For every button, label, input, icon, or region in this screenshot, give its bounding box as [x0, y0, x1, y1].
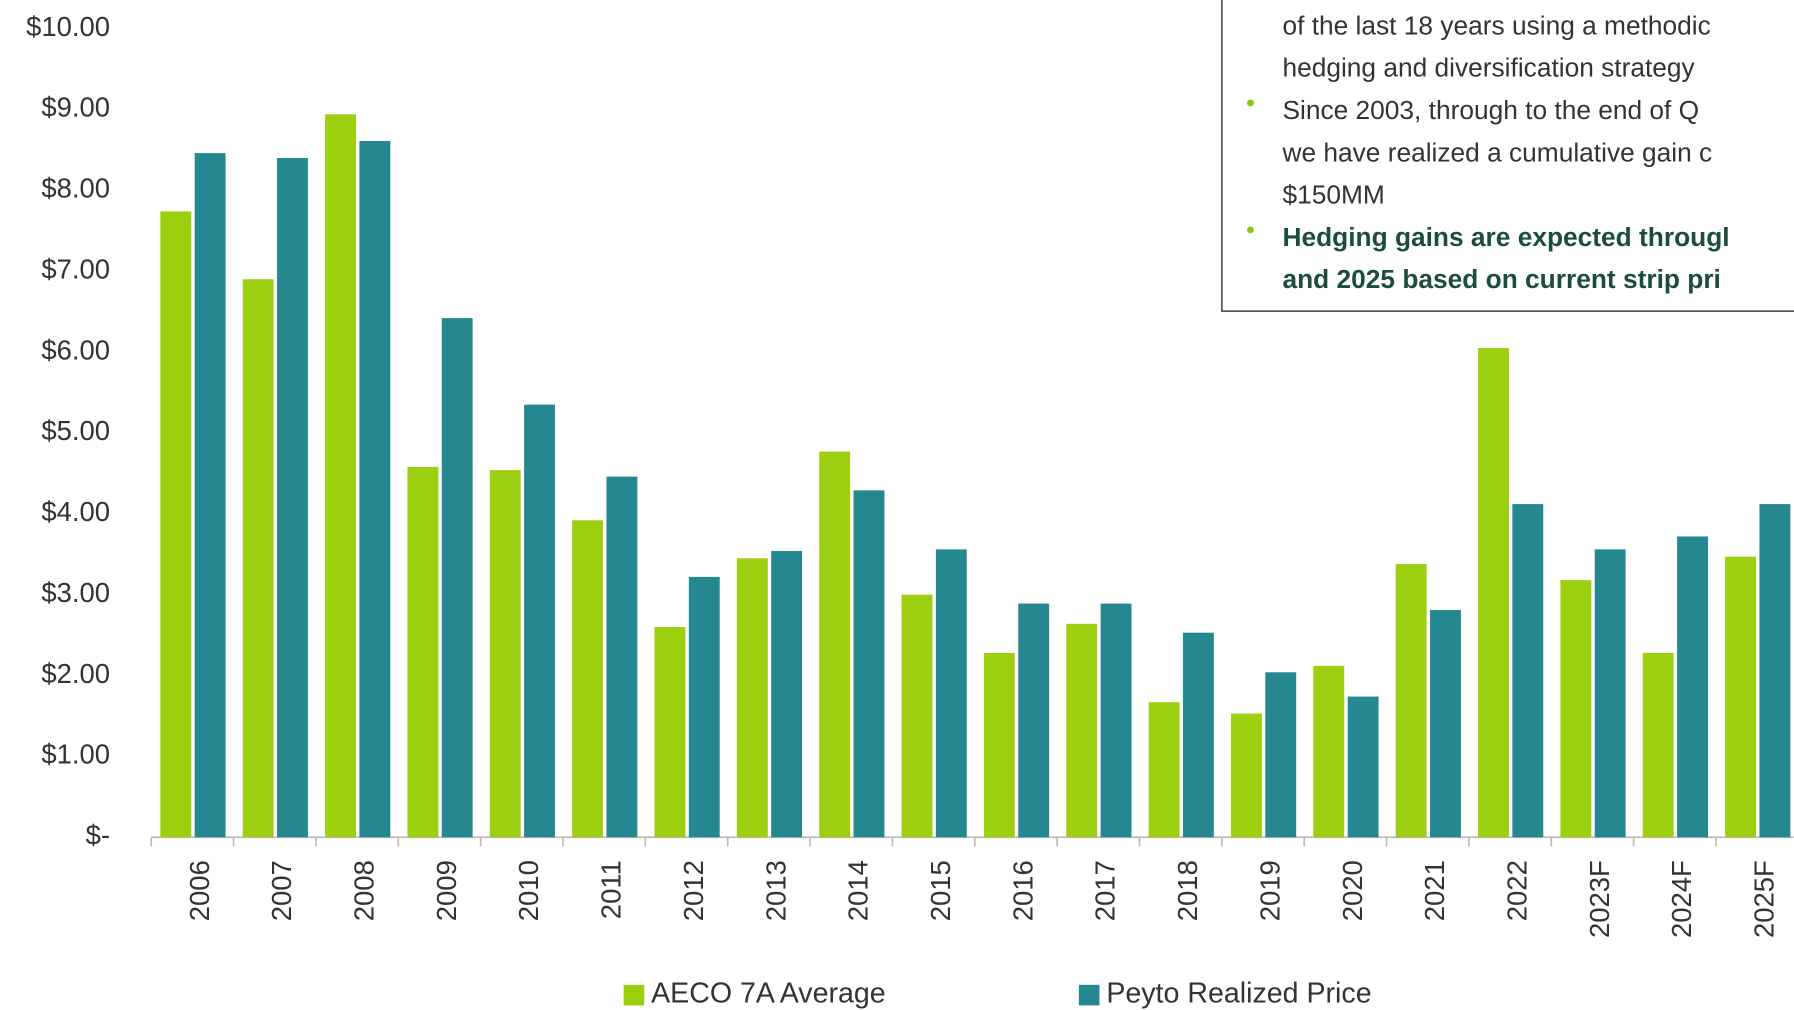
- bar: [1347, 696, 1379, 838]
- y-tick-label: $6.00: [41, 334, 110, 365]
- bar: [524, 404, 555, 838]
- bullet: [1247, 226, 1254, 234]
- bar: [819, 451, 851, 838]
- bar: [1512, 504, 1544, 838]
- bar: [901, 594, 933, 838]
- bar: [1148, 702, 1180, 838]
- y-tick-label: $-: [86, 820, 110, 851]
- bar: [1230, 713, 1262, 838]
- bar: [325, 114, 356, 838]
- bar: [1725, 556, 1757, 838]
- x-tick-label: 2006: [184, 860, 215, 921]
- bar: [1100, 603, 1132, 838]
- x-tick-label: 2019: [1254, 860, 1285, 921]
- x-tick-label: 2021: [1419, 860, 1450, 921]
- bar: [1265, 672, 1297, 838]
- y-tick-label: $5.00: [41, 415, 110, 446]
- annotation-text: we have realized a cumulative gain c: [1281, 137, 1712, 167]
- x-tick-label: 2009: [431, 860, 462, 921]
- bar: [1182, 632, 1214, 838]
- x-tick-label: 2011: [596, 860, 627, 919]
- annotation-text: hedging and diversification strategy: [1282, 53, 1695, 83]
- legend-label: Peyto Realized Price: [1106, 978, 1371, 1010]
- y-tick-label: $10.00: [26, 11, 110, 42]
- bar: [983, 652, 1015, 838]
- y-tick-label: $7.00: [41, 253, 110, 284]
- x-tick-label: 2024F: [1666, 860, 1697, 938]
- annotation-text: of the last 18 years using a methodic: [1282, 10, 1710, 40]
- bar: [1066, 623, 1098, 838]
- bar: [572, 520, 604, 838]
- legend-swatch: [623, 984, 645, 1006]
- bar: [654, 627, 686, 838]
- bar: [1759, 504, 1791, 838]
- x-tick-label: 2017: [1090, 860, 1121, 921]
- annotation-text: $150MM: [1282, 180, 1384, 210]
- x-tick-label: 2012: [678, 860, 709, 921]
- legend-swatch: [1078, 984, 1100, 1006]
- x-tick-label: 2010: [513, 860, 544, 921]
- bar: [1430, 610, 1461, 838]
- y-tick-label: $4.00: [41, 496, 110, 527]
- bar: [1018, 603, 1050, 838]
- bar: [1677, 536, 1708, 838]
- bar: [489, 470, 521, 838]
- bar: [359, 141, 391, 838]
- x-tick-label: 2025F: [1749, 860, 1780, 938]
- legend-label: AECO 7A Average: [651, 978, 886, 1010]
- bar: [277, 157, 308, 838]
- bar: [1560, 580, 1592, 838]
- x-tick-label: 2018: [1172, 860, 1203, 921]
- x-tick-label: 2014: [843, 860, 874, 921]
- bar: [1478, 348, 1509, 838]
- x-tick-label: 2013: [760, 860, 791, 921]
- x-tick-label: 2016: [1007, 860, 1038, 921]
- bar: [160, 211, 192, 838]
- bar: [771, 551, 803, 838]
- annotation-text: Hedging gains are expected througl: [1282, 222, 1729, 252]
- annotation-text: Since 2003, through to the end of Q: [1282, 95, 1699, 125]
- bar: [441, 318, 473, 838]
- y-tick-label: $9.00: [41, 92, 110, 123]
- x-tick-label: 2023F: [1584, 860, 1615, 938]
- bar: [1642, 652, 1674, 838]
- bar: [1313, 665, 1345, 838]
- x-tick-label: 2008: [349, 860, 380, 921]
- bullet: [1247, 99, 1254, 107]
- bar: [1594, 549, 1626, 838]
- bar: [1395, 563, 1427, 838]
- x-tick-label: 2020: [1337, 860, 1368, 921]
- x-tick-label: 2007: [266, 860, 297, 921]
- x-tick-label: 2015: [925, 860, 956, 921]
- annotation-text: and 2025 based on current strip pri: [1282, 264, 1720, 294]
- y-tick-label: $1.00: [41, 739, 110, 770]
- y-tick-label: $2.00: [41, 658, 110, 689]
- bar: [242, 279, 274, 838]
- bar: [935, 549, 967, 838]
- bar: [606, 476, 638, 838]
- x-tick-label: 2022: [1501, 860, 1532, 921]
- bar: [407, 466, 439, 838]
- y-tick-label: $8.00: [41, 173, 110, 204]
- y-tick-label: $3.00: [41, 577, 110, 608]
- bar: [194, 153, 226, 838]
- annotation-box: [1220, 0, 1794, 312]
- bar: [853, 490, 885, 838]
- bar: [736, 558, 768, 838]
- bar: [688, 576, 720, 838]
